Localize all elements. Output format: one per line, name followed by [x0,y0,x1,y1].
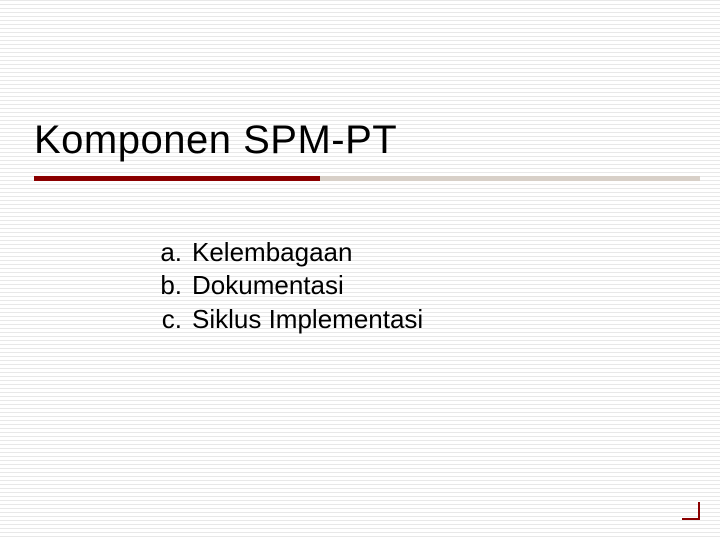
list-marker: c. [136,303,192,336]
list-item: a. Kelembagaan [136,236,423,269]
list-marker: b. [136,269,192,302]
slide-title: Komponen SPM-PT [34,118,397,163]
list-text: Kelembagaan [192,236,352,269]
list-marker: a. [136,236,192,269]
list-item: c. Siklus Implementasi [136,303,423,336]
list-text: Dokumentasi [192,269,344,302]
list-text: Siklus Implementasi [192,303,423,336]
slide: Komponen SPM-PT a. Kelembagaan b. Dokume… [0,0,720,540]
corner-decoration-icon [682,502,700,520]
list-item: b. Dokumentasi [136,269,423,302]
content-list: a. Kelembagaan b. Dokumentasi c. Siklus … [136,236,423,336]
title-underline-dark [34,176,320,181]
title-underline-light [320,176,700,181]
